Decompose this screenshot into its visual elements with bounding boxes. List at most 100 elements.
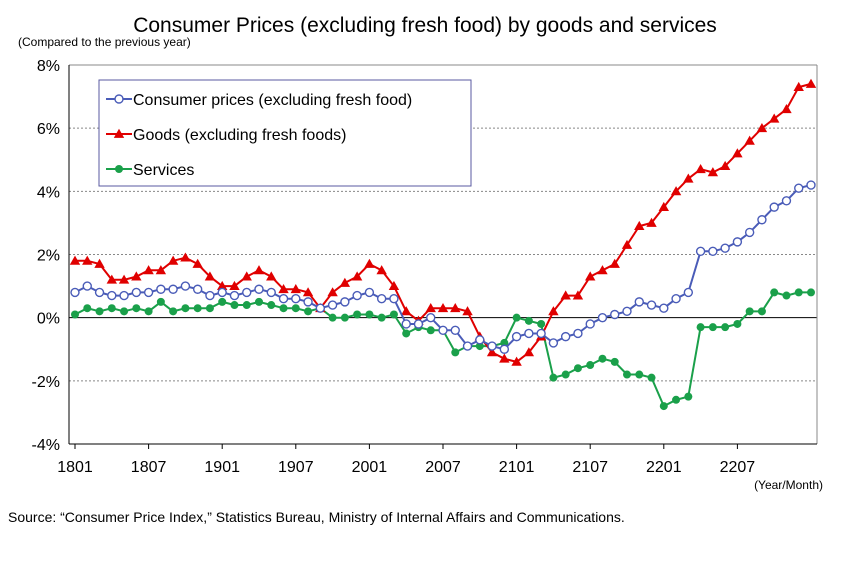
data-point — [621, 239, 633, 249]
data-point — [683, 287, 694, 298]
data-point — [388, 280, 400, 290]
data-point — [499, 344, 510, 354]
data-point — [69, 255, 81, 265]
data-point — [217, 287, 227, 298]
data-point — [450, 302, 461, 313]
data-point — [806, 180, 816, 190]
data-point — [462, 306, 473, 316]
data-point — [486, 347, 498, 357]
data-point — [113, 128, 125, 138]
data-point — [302, 287, 314, 297]
data-point — [560, 290, 571, 300]
data-point — [205, 304, 214, 313]
data-point — [794, 288, 803, 297]
data-point — [254, 284, 264, 294]
x-tick-label: 2007 — [425, 459, 461, 476]
data-point — [609, 258, 620, 268]
data-point — [169, 307, 178, 316]
data-point — [204, 271, 216, 281]
y-tick-label: 6% — [37, 121, 60, 138]
data-point — [499, 353, 510, 363]
data-point — [659, 303, 669, 313]
data-point — [304, 307, 313, 316]
data-point — [389, 294, 399, 304]
data-point — [291, 294, 301, 304]
data-point — [807, 288, 815, 297]
data-point — [733, 319, 742, 328]
x-tick-label: 2101 — [499, 459, 535, 476]
data-point — [769, 113, 780, 123]
data-point — [71, 310, 79, 319]
data-point — [659, 402, 668, 411]
data-point — [437, 302, 449, 313]
data-point — [683, 173, 694, 183]
data-point — [352, 290, 362, 301]
data-point — [205, 290, 215, 301]
data-point — [524, 316, 533, 325]
data-point — [278, 284, 289, 294]
data-point — [365, 310, 374, 319]
data-point — [573, 364, 582, 373]
data-point — [114, 94, 124, 104]
data-point — [805, 78, 817, 88]
data-point — [132, 304, 141, 313]
x-tick-label: 2001 — [352, 459, 388, 476]
x-axis-label: (Year/Month) — [754, 478, 823, 492]
data-point — [561, 370, 570, 379]
data-point — [376, 265, 387, 275]
x-tick-label: 1807 — [131, 459, 167, 476]
legend-label: Services — [133, 162, 194, 179]
data-point — [451, 348, 460, 357]
data-point — [217, 280, 228, 290]
data-point — [756, 122, 768, 133]
data-point — [524, 328, 534, 339]
data-point — [119, 290, 129, 301]
data-point — [279, 304, 288, 313]
y-tick-label: 2% — [37, 248, 60, 265]
data-point — [770, 288, 779, 297]
data-point — [450, 325, 460, 335]
data-point — [732, 237, 743, 247]
data-point — [560, 331, 571, 342]
data-point — [106, 274, 117, 284]
data-point — [597, 265, 608, 275]
data-point — [291, 304, 300, 313]
data-point — [180, 252, 191, 262]
data-point — [413, 319, 424, 329]
data-point — [340, 313, 349, 322]
data-point — [708, 246, 718, 257]
data-point — [155, 265, 167, 275]
data-point — [242, 287, 252, 298]
data-point — [769, 202, 779, 212]
data-point — [634, 297, 644, 307]
data-point — [695, 246, 706, 257]
data-point — [549, 373, 558, 382]
data-point — [684, 392, 693, 401]
data-point — [598, 354, 607, 363]
data-point — [745, 307, 754, 316]
data-point — [229, 290, 240, 301]
data-point — [266, 271, 277, 281]
data-point — [511, 356, 522, 366]
data-point — [658, 201, 669, 212]
data-point — [156, 297, 165, 306]
data-point — [512, 313, 521, 322]
data-point — [242, 301, 251, 310]
x-tick-label: 1901 — [204, 459, 240, 476]
data-point — [303, 297, 313, 307]
data-point — [500, 338, 509, 347]
data-point — [143, 265, 154, 275]
y-tick-label: 0% — [37, 311, 60, 328]
data-point — [597, 312, 608, 323]
data-point — [266, 287, 276, 298]
series-group — [69, 78, 817, 411]
data-point — [610, 309, 620, 320]
data-point — [180, 281, 191, 291]
data-point — [707, 167, 719, 177]
data-point — [475, 342, 484, 351]
data-point — [647, 373, 656, 382]
data-point — [438, 325, 448, 335]
data-point — [585, 319, 595, 329]
legend-label: Consumer prices (excluding fresh food) — [133, 92, 412, 109]
